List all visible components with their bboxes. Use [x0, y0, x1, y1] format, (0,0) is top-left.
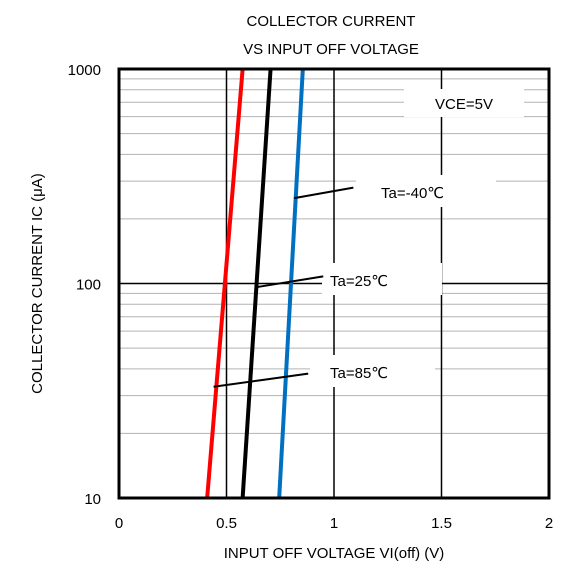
annotation-label-bg [356, 175, 496, 207]
y-tick-label: 1000 [68, 62, 101, 79]
x-tick-label: 0.5 [216, 515, 237, 532]
axes: 0 0.5 1 1.5 2 10 100 1000 INPUT OFF VOLTAGE VI(o… [29, 62, 553, 562]
annotation-leader-line [294, 186, 354, 200]
conditions-label: VCE=5V [435, 96, 493, 113]
x-tick-label: 1 [330, 515, 338, 532]
series-line [240, 68, 273, 499]
annotation-label: Ta=85℃ [330, 365, 388, 382]
series-line [205, 68, 245, 499]
y-tick-label: 10 [84, 491, 101, 508]
annotation-label-bg [322, 263, 442, 295]
x-tick-label: 2 [545, 515, 553, 532]
chart-title-line: VS INPUT OFF VOLTAGE [243, 41, 419, 58]
conditions-bg [404, 89, 524, 117]
x-axis-title: INPUT OFF VOLTAGE VI(off) (V) [224, 545, 445, 562]
chart-title: COLLECTOR CURRENT VS INPUT OFF VOLTAGE [243, 13, 419, 58]
annotation-label-bg [310, 355, 435, 387]
annotation-label: Ta=-40℃ [381, 185, 444, 202]
annotation-leader-line [255, 275, 324, 289]
annotation-leader-line [213, 372, 309, 388]
annotation-label: Ta=25℃ [330, 273, 388, 290]
conditions-box: VCE=5V [404, 89, 524, 117]
series-lines [205, 68, 305, 499]
y-tick-label: 100 [76, 277, 101, 294]
chart-title-line: COLLECTOR CURRENT [247, 13, 416, 30]
series-line [277, 68, 305, 499]
x-tick-label: 0 [115, 515, 123, 532]
x-tick-label: 1.5 [431, 515, 452, 532]
y-axis-title: COLLECTOR CURRENT IC (μA) [29, 173, 46, 394]
annotations: Ta=-40℃ Ta=25℃ Ta=85℃ [213, 175, 496, 388]
plot-frame [117, 67, 551, 500]
